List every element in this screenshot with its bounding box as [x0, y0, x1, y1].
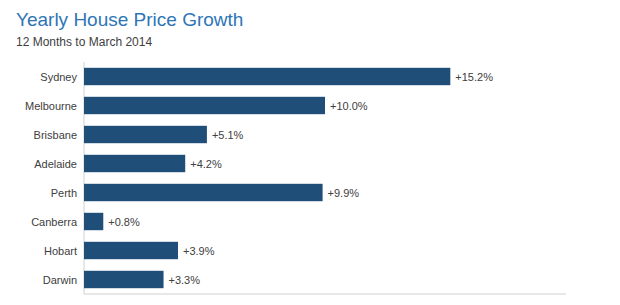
data-label: +3.3%: [169, 274, 201, 286]
y-tick-label: Adelaide: [34, 158, 77, 170]
bar: [84, 213, 103, 230]
chart-svg: Yearly House Price Growth 12 Months to Ma…: [0, 0, 620, 305]
bar: [84, 126, 207, 143]
y-tick-label: Darwin: [43, 274, 77, 286]
y-tick-label: Perth: [51, 187, 77, 199]
bar: [84, 184, 323, 201]
labels: +15.2% Sydney +10.0% Melbourne +5.1% Brisbane…: [25, 71, 493, 286]
y-tick-label: Brisbane: [34, 129, 77, 141]
data-label: +4.2%: [190, 158, 222, 170]
bar: [84, 97, 325, 114]
bar: [84, 271, 164, 288]
chart-container: Yearly House Price Growth 12 Months to Ma…: [0, 0, 620, 305]
y-tick-label: Canberra: [31, 216, 78, 228]
x-axis-line: [84, 294, 566, 295]
bars: [84, 68, 450, 288]
data-label: +9.9%: [328, 187, 360, 199]
subtitle: 12 Months to March 2014: [16, 35, 152, 49]
bar: [84, 242, 178, 259]
title: Yearly House Price Growth: [16, 9, 243, 30]
y-tick-label: Sydney: [40, 71, 77, 83]
data-label: +0.8%: [108, 216, 140, 228]
data-label: +5.1%: [212, 129, 244, 141]
bar: [84, 68, 450, 85]
data-label: +15.2%: [455, 71, 493, 83]
y-tick-label: Hobart: [44, 245, 77, 257]
bar: [84, 155, 185, 172]
data-label: +3.9%: [183, 245, 215, 257]
data-label: +10.0%: [330, 100, 368, 112]
y-tick-label: Melbourne: [25, 100, 77, 112]
